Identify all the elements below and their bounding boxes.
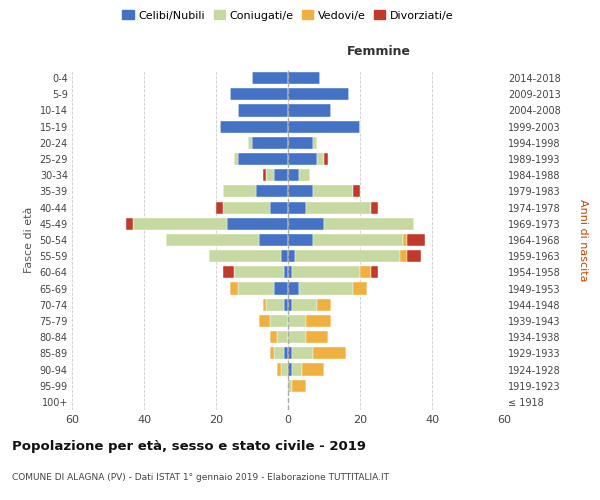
Bar (400, 250, 407, 262)
Bar (288, 348, 292, 360)
Bar (270, 348, 274, 360)
Bar (292, 380, 306, 392)
Bar (288, 298, 292, 311)
Text: Femmine: Femmine (347, 45, 411, 58)
Bar (288, 364, 292, 376)
Bar (353, 186, 360, 198)
Bar (288, 104, 331, 117)
Bar (313, 186, 353, 198)
Legend: Celibi/Nubili, Coniugati/e, Vedovi/e, Divorziati/e: Celibi/Nubili, Coniugati/e, Vedovi/e, Di… (120, 8, 456, 23)
Bar (227, 218, 288, 230)
Bar (313, 348, 346, 360)
Bar (256, 186, 288, 198)
Bar (292, 348, 313, 360)
Y-axis label: Fasce di età: Fasce di età (24, 207, 34, 273)
Bar (284, 298, 288, 311)
Bar (277, 331, 288, 343)
Bar (230, 282, 238, 294)
Bar (288, 72, 320, 84)
Y-axis label: Anni di nascita: Anni di nascita (578, 198, 587, 281)
Bar (277, 364, 281, 376)
Bar (371, 202, 378, 213)
Bar (299, 169, 310, 181)
Bar (288, 380, 292, 392)
Bar (288, 331, 306, 343)
Bar (288, 315, 306, 327)
Bar (306, 315, 331, 327)
Bar (223, 266, 234, 278)
Bar (306, 331, 328, 343)
Bar (317, 298, 331, 311)
Bar (238, 153, 288, 165)
Bar (281, 364, 288, 376)
Bar (288, 234, 313, 246)
Bar (313, 137, 317, 149)
Bar (288, 120, 360, 132)
Bar (259, 234, 288, 246)
Bar (166, 234, 259, 246)
Bar (248, 137, 252, 149)
Bar (371, 266, 378, 278)
Bar (317, 153, 324, 165)
Bar (288, 282, 299, 294)
Bar (302, 364, 324, 376)
Bar (360, 266, 371, 278)
Bar (288, 137, 313, 149)
Bar (263, 169, 266, 181)
Bar (238, 104, 288, 117)
Bar (270, 315, 288, 327)
Bar (407, 250, 421, 262)
Bar (259, 315, 270, 327)
Bar (274, 282, 288, 294)
Bar (270, 331, 277, 343)
Bar (324, 153, 328, 165)
Bar (270, 202, 288, 213)
Text: Popolazione per età, sesso e stato civile - 2019: Popolazione per età, sesso e stato civil… (12, 440, 366, 453)
Bar (288, 186, 313, 198)
Bar (292, 298, 317, 311)
Bar (252, 72, 288, 84)
Bar (126, 218, 133, 230)
Bar (274, 348, 284, 360)
Bar (288, 266, 292, 278)
Bar (324, 218, 414, 230)
Bar (288, 202, 306, 213)
Bar (223, 186, 256, 198)
Bar (220, 120, 288, 132)
Bar (274, 169, 288, 181)
Bar (238, 282, 274, 294)
Text: COMUNE DI ALAGNA (PV) - Dati ISTAT 1° gennaio 2019 - Elaborazione TUTTITALIA.IT: COMUNE DI ALAGNA (PV) - Dati ISTAT 1° ge… (12, 473, 389, 482)
Bar (288, 153, 317, 165)
Bar (295, 250, 400, 262)
Bar (209, 250, 281, 262)
Bar (230, 88, 288, 101)
Bar (266, 169, 274, 181)
Bar (284, 266, 288, 278)
Bar (133, 218, 227, 230)
Bar (403, 234, 407, 246)
Bar (299, 282, 353, 294)
Bar (284, 348, 288, 360)
Bar (263, 298, 266, 311)
Bar (407, 234, 425, 246)
Bar (313, 234, 403, 246)
Bar (234, 153, 238, 165)
Bar (252, 137, 288, 149)
Bar (306, 202, 371, 213)
Bar (292, 364, 302, 376)
Bar (288, 169, 299, 181)
Bar (216, 202, 223, 213)
Bar (288, 218, 324, 230)
Bar (288, 88, 349, 101)
Bar (234, 266, 284, 278)
Bar (288, 250, 295, 262)
Bar (281, 250, 288, 262)
Bar (292, 266, 360, 278)
Bar (266, 298, 284, 311)
Bar (353, 282, 367, 294)
Bar (223, 202, 270, 213)
